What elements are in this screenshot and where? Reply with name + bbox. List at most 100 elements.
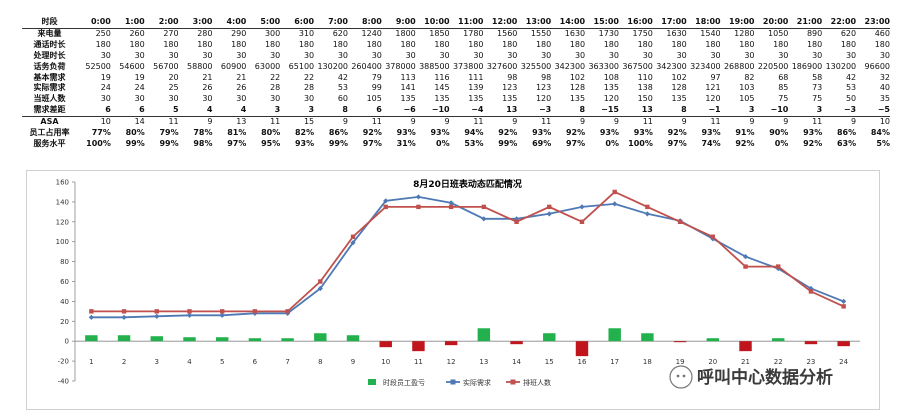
table-cell: 22 — [303, 72, 315, 82]
table-cell: 28 — [270, 83, 281, 93]
table-cell: 9 — [749, 117, 755, 127]
table-cell: 180 — [197, 39, 213, 49]
hour-header: 8:00 — [348, 17, 382, 29]
row-label: 来电量 — [37, 28, 62, 38]
table-cell: 300 — [264, 28, 281, 38]
table-row: 通话时长 180 180 180 180 180 180 180 180 180 180 180 180… — [22, 39, 891, 51]
table-cell: 35 — [879, 94, 890, 104]
table-cell: 9 — [851, 117, 857, 127]
bar — [575, 341, 589, 357]
table-cell: 3 — [280, 105, 315, 118]
series-point — [644, 211, 650, 217]
table-cell: 79% — [159, 128, 179, 138]
table-cell: −1 — [686, 105, 721, 118]
series-point — [121, 314, 127, 320]
table-cell: 180 — [298, 39, 315, 49]
table-cell: 105 — [366, 94, 382, 104]
bar — [281, 338, 294, 342]
x-tick-label: 2 — [122, 358, 126, 366]
table-cell: 1280 — [734, 28, 755, 38]
table-row: 来电量 250 260 270 280 290 300 310 620 1240 1800 1850 1… — [22, 28, 891, 39]
series-point — [776, 264, 781, 269]
table-cell: −10 — [754, 105, 789, 118]
table-cell: 79 — [371, 72, 382, 82]
table-cell: 367500 — [622, 61, 653, 71]
table-cell: 93% — [430, 128, 450, 138]
x-tick-label: 14 — [512, 358, 521, 366]
table-cell: 30 — [405, 50, 416, 60]
hour-header: 22:00 — [822, 17, 857, 29]
table-row: 处理时长 30 30 30 30 30 30 30 30 30 30 30 30 30 30 30 30 30 30… — [22, 50, 891, 62]
table-cell: 30 — [134, 50, 145, 60]
table-cell: 180 — [366, 39, 382, 49]
table-cell: 342300 — [554, 61, 586, 71]
table-cell: 4 — [212, 105, 247, 118]
table-cell: 5 — [144, 105, 179, 118]
table-row: ASA 10 14 11 9 13 11 15 9 11 9 9 11 9 11 9 9 11 9 11 9 9 11 9 10 — [22, 117, 890, 128]
table-cell: 26 — [236, 83, 247, 93]
table-cell: 135 — [603, 83, 619, 93]
table-cell: 99% — [498, 138, 518, 148]
table-cell: 135 — [434, 94, 450, 104]
table-cell: 1560 — [497, 28, 518, 38]
table-cell: 60 — [337, 94, 348, 104]
table-cell: 180 — [671, 39, 687, 49]
hour-header: 16:00 — [619, 17, 653, 29]
x-tick-label: 8 — [318, 358, 322, 366]
table-cell: 24 — [100, 83, 111, 93]
hour-header: 17:00 — [652, 17, 687, 29]
x-tick-label: 13 — [479, 358, 488, 366]
hour-header: 18:00 — [686, 17, 721, 29]
hour-header: 21:00 — [788, 17, 823, 29]
table-cell: 180 — [840, 39, 857, 49]
table-cell: 69% — [532, 138, 552, 148]
table-cell: 15 — [303, 117, 315, 127]
table-cell: 68 — [778, 72, 789, 82]
table-cell: 53% — [464, 138, 484, 148]
table-cell: 30 — [303, 94, 315, 104]
table-cell: 141 — [400, 83, 416, 93]
bar — [248, 338, 262, 342]
series-point — [841, 304, 846, 309]
series-point — [121, 309, 127, 314]
table-cell: 8 — [551, 105, 586, 118]
chart-title: 8月20日班表动态匹配情况 — [413, 178, 522, 190]
legend-marker — [510, 379, 516, 385]
table-cell: 30 — [236, 50, 247, 60]
table-cell: 53 — [845, 83, 857, 93]
table-row: 当班人数 30 30 30 30 30 30 30 60 105 135 135 135 135 120 13… — [22, 94, 891, 105]
table-cell: 42 — [337, 72, 348, 82]
series-point — [742, 254, 749, 260]
table-cell: 42 — [845, 72, 857, 82]
table-cell: 9 — [207, 117, 213, 127]
table-cell: 20 — [168, 72, 179, 82]
table-cell: 30 — [236, 94, 247, 104]
series-point — [579, 219, 585, 224]
table-cell: 75 — [812, 94, 823, 104]
table-cell: −3 — [517, 105, 552, 118]
table-cell: 1630 — [564, 28, 586, 38]
table-cell: 373800 — [452, 61, 484, 71]
x-tick-label: 1 — [89, 358, 93, 366]
table-cell: 21 — [236, 72, 247, 82]
table-cell: 135 — [400, 94, 416, 104]
series-point — [808, 285, 814, 292]
series-point — [219, 309, 225, 314]
table-cell: 3 — [788, 105, 823, 118]
hour-header: 4:00 — [212, 17, 247, 29]
series-point — [89, 309, 94, 314]
x-tick-label: 20 — [708, 358, 717, 366]
table-cell: 138 — [637, 83, 653, 93]
row-label: 基本需求 — [33, 72, 66, 82]
table-cell: 135 — [468, 94, 484, 104]
table-cell: 1750 — [632, 28, 653, 38]
table-cell: 30 — [202, 50, 213, 60]
table-cell: 82% — [294, 128, 315, 138]
table-cell: 180 — [569, 39, 586, 49]
x-tick-label: 22 — [774, 358, 783, 366]
table-row: 服务水平 100% 99% 99% 98% 97% 95% 93% 99% 97% 31% 0% 53%… — [22, 138, 891, 150]
bar — [183, 337, 196, 342]
series-line — [91, 190, 844, 313]
table-cell: 323400 — [690, 61, 721, 71]
